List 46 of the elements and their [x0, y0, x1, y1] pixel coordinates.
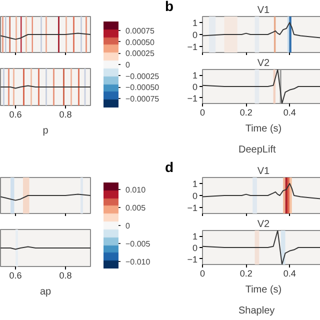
- x-tick-label: 0: [200, 108, 206, 118]
- y-tick-label: −1: [187, 93, 198, 104]
- color-bar-label: 0.005: [126, 204, 146, 213]
- text: d: [165, 158, 174, 177]
- x-tick-label: 0.2: [240, 108, 252, 118]
- color-bar-label: −0.010: [126, 257, 151, 266]
- color-bar-label: 0: [126, 60, 130, 70]
- x-tick-label: 0.6: [9, 270, 22, 280]
- y-tick-label: 1: [192, 18, 198, 28]
- y-tick-label: 1: [192, 232, 198, 242]
- color-bar-label: 0.00025: [126, 49, 155, 58]
- x-tick-label: 0.2: [240, 268, 252, 278]
- x-tick-label: 0.4: [283, 108, 296, 118]
- y-tick-label: 0: [192, 82, 198, 92]
- chart-title: V1: [257, 166, 270, 177]
- text: DeepLift: [238, 144, 276, 156]
- color-bar-label: 0.00075: [126, 26, 155, 36]
- y-tick-label: 1: [192, 179, 198, 189]
- color-bar-label: −0.00050: [126, 83, 160, 92]
- color-bar-label: −0.00025: [126, 72, 160, 81]
- x-axis-title: Time (s): [245, 124, 282, 134]
- text: b: [165, 0, 174, 16]
- y-tick-label: −1: [187, 254, 198, 264]
- x-tick-label: 0.4: [283, 268, 296, 278]
- y-tick-label: 1: [192, 70, 198, 81]
- x-tick-label: 0.8: [59, 110, 72, 120]
- chart-title: V2: [257, 58, 270, 69]
- y-tick-label: −1: [187, 203, 198, 213]
- y-tick-label: 0: [192, 243, 198, 253]
- color-bar-label: 0.010: [126, 186, 146, 195]
- x-tick-label: 0: [200, 268, 206, 278]
- x-axis-title: p: [42, 126, 49, 136]
- text: Shapley: [238, 306, 275, 316]
- color-bar-label: −0.00075: [126, 94, 160, 104]
- chart-title: V1: [257, 5, 270, 16]
- y-tick-label: 0: [192, 191, 198, 201]
- x-axis-title: Time (s): [245, 284, 282, 296]
- y-tick-label: 0: [192, 30, 198, 40]
- x-tick-label: 0.8: [59, 270, 72, 280]
- x-tick-label: 0.6: [9, 110, 22, 120]
- chart-title: V2: [257, 219, 270, 230]
- color-bar-label: 0.00050: [126, 38, 155, 47]
- x-axis-title: ap: [40, 286, 52, 298]
- color-bar-label: 0: [126, 222, 130, 230]
- y-tick-label: −1: [187, 42, 198, 52]
- color-bar-label: −0.005: [126, 239, 151, 248]
